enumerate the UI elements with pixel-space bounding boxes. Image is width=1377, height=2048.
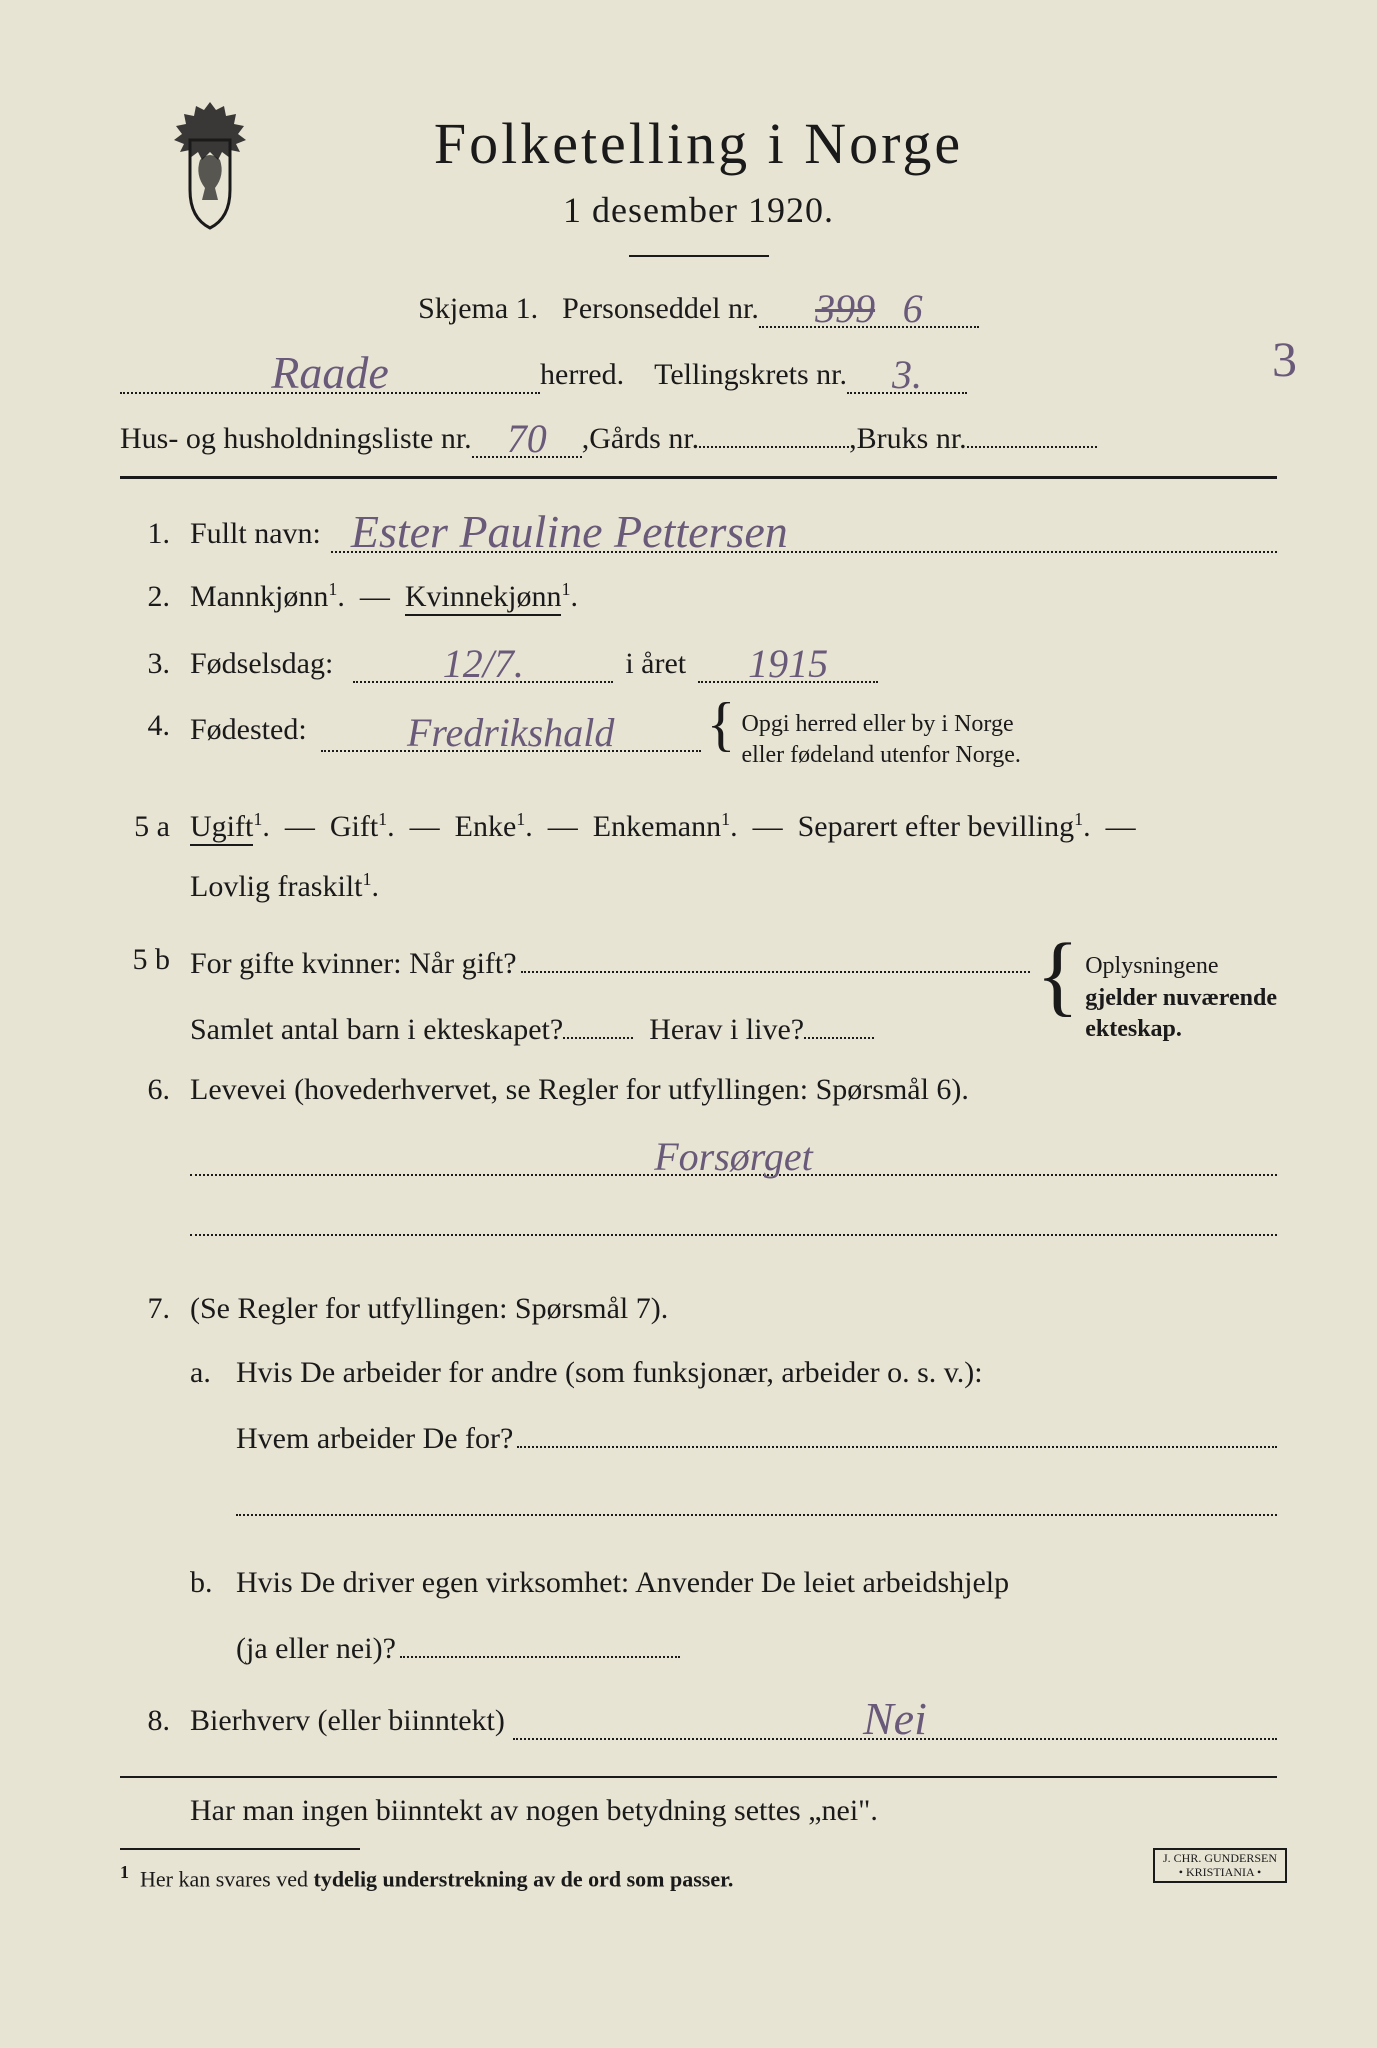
q6-num: 6.	[120, 1073, 190, 1107]
footer-note: Har man ingen biinntekt av nogen betydni…	[190, 1794, 1277, 1828]
printer-l1: J. CHR. GUNDERSEN	[1163, 1851, 1277, 1865]
q1-label: Fullt navn:	[190, 517, 321, 551]
q7a-field	[517, 1418, 1277, 1448]
marginal-number: 3	[1272, 330, 1297, 388]
q7a-text1: Hvis De arbeider for andre (som funksjon…	[236, 1356, 1277, 1390]
q2-num: 2.	[120, 580, 190, 614]
q7-num: 7.	[120, 1292, 190, 1326]
schema-line: Skjema 1. Personseddel nr. 399 6	[120, 285, 1277, 328]
q4-note-l2: eller fødeland utenfor Norge.	[741, 742, 1020, 768]
q3-day: 12/7.	[443, 641, 524, 686]
q5b-l2b: Herav i live?	[649, 1013, 804, 1047]
herred-label: herred.	[540, 358, 624, 392]
q6-blank-line	[190, 1206, 1277, 1236]
footnote-rule	[120, 1848, 360, 1850]
q4-row: 4. Fødested: Fredrikshald { Opgi herred …	[120, 709, 1277, 771]
q2-kvinne: Kvinnekjønn	[405, 580, 562, 616]
q5a-enke: Enke	[455, 810, 517, 843]
q5b-note-l3: ekteskap.	[1085, 1016, 1182, 1042]
printer-mark: J. CHR. GUNDERSEN • KRISTIANIA •	[1153, 1848, 1287, 1882]
q4-num: 4.	[120, 709, 190, 743]
q4-note-l1: Opgi herred eller by i Norge	[741, 711, 1013, 737]
doc-date: 1 desember 1920.	[120, 189, 1277, 231]
q3-row: 3. Fødselsdag: 12/7. i året 1915	[120, 640, 1277, 683]
q3-label: Fødselsdag:	[190, 647, 333, 681]
q1-num: 1.	[120, 517, 190, 551]
personseddel-struck: 399	[815, 286, 875, 331]
q5a-num: 5 a	[120, 810, 190, 844]
husliste-line: Hus- og husholdningsliste nr. 70 , Gårds…	[120, 412, 1277, 458]
footer-rule	[120, 1776, 1277, 1778]
q5b-row: 5 b For gifte kvinner: Når gift? Samlet …	[120, 943, 1277, 1047]
q7b-text1: Hvis De driver egen virksomhet: Anvender…	[236, 1566, 1277, 1600]
herred-line: Raade herred. Tellingskrets nr. 3.	[120, 346, 1277, 394]
q5a-ugift: Ugift	[190, 810, 253, 846]
footnote-num: 1	[120, 1862, 129, 1882]
q5a-lovlig: Lovlig fraskilt	[190, 870, 362, 903]
doc-title: Folketelling i Norge	[120, 110, 1277, 177]
q5b-l2b-field	[804, 1003, 874, 1039]
q8-num: 8.	[120, 1704, 190, 1738]
q8-label: Bierhverv (eller biinntekt)	[190, 1704, 505, 1738]
q5a-enkemann: Enkemann	[593, 810, 721, 843]
q5b-l1-field	[521, 943, 1030, 973]
q5a-row: 5 a Ugift1. — Gift1. — Enke1. — Enkemann…	[120, 797, 1277, 917]
tellingskrets-label: Tellingskrets nr.	[654, 358, 847, 392]
q5b-note-l1: Oplysningene	[1085, 953, 1218, 979]
q3-year: 1915	[748, 641, 828, 686]
q5b-note: Oplysningene gjelder nuværende ekteskap.	[1085, 951, 1277, 1045]
husliste-label: Hus- og husholdningsliste nr.	[120, 422, 472, 456]
bruks-label: Bruks nr.	[857, 422, 967, 456]
q6-value: Forsørget	[654, 1134, 813, 1179]
husliste-value: 70	[507, 416, 547, 461]
q1-row: 1. Fullt navn: Ester Pauline Pettersen	[120, 505, 1277, 553]
q6-label: Levevei (hovederhvervet, se Regler for u…	[190, 1073, 969, 1106]
footnote: 1 Her kan svares ved tydelig understrekn…	[120, 1862, 1277, 1892]
q7b-field	[400, 1628, 680, 1658]
q5a-separert: Separert efter bevilling	[798, 810, 1075, 843]
coat-of-arms	[160, 100, 260, 230]
q2-mann: Mannkjønn	[190, 580, 328, 613]
q5a-gift: Gift	[330, 810, 378, 843]
q5b-l1: For gifte kvinner: Når gift?	[190, 947, 517, 981]
q3-year-label: i året	[625, 647, 686, 681]
q4-label: Fødested:	[190, 709, 307, 747]
q5b-l2-field	[563, 1003, 633, 1039]
q1-value: Ester Pauline Pettersen	[351, 506, 788, 557]
q3-num: 3.	[120, 647, 190, 681]
q8-value: Nei	[863, 1693, 927, 1744]
q2-row: 2. Mannkjønn1. — Kvinnekjønn1.	[120, 579, 1277, 614]
personseddel-label: Personseddel nr.	[562, 292, 759, 326]
q5b-num: 5 b	[120, 943, 190, 977]
q4-note: Opgi herred eller by i Norge eller fødel…	[741, 709, 1020, 771]
q7-row: 7. (Se Regler for utfyllingen: Spørsmål …	[120, 1292, 1277, 1666]
personseddel-value: 6	[903, 286, 923, 331]
gards-label: Gårds nr.	[589, 422, 699, 456]
brace-icon-2: {	[1036, 953, 1079, 998]
printer-l2: • KRISTIANIA •	[1179, 1865, 1261, 1879]
q7b-label: b.	[190, 1566, 236, 1666]
q6-row: 6. Levevei (hovederhvervet, se Regler fo…	[120, 1073, 1277, 1266]
footer-note-row: Har man ingen biinntekt av nogen betydni…	[120, 1794, 1277, 1828]
brace-icon: {	[707, 709, 736, 739]
q4-value: Fredrikshald	[407, 710, 614, 755]
schema-label: Skjema 1.	[418, 292, 538, 326]
q5b-note-l2: gjelder nuværende	[1085, 985, 1277, 1011]
q7a-blank-line	[236, 1486, 1277, 1516]
q7a-text2: Hvem arbeider De for?	[236, 1422, 513, 1456]
q7a-label: a.	[190, 1356, 236, 1546]
herred-value: Raade	[271, 347, 389, 398]
tellingskrets-value: 3.	[892, 352, 922, 397]
q7-label: (Se Regler for utfyllingen: Spørsmål 7).	[190, 1292, 1277, 1326]
q7b-text2: (ja eller nei)?	[236, 1632, 396, 1666]
footnote-text: Her kan svares ved tydelig understreknin…	[140, 1867, 733, 1892]
title-divider	[629, 255, 769, 257]
q8-row: 8. Bierhverv (eller biinntekt) Nei	[120, 1692, 1277, 1740]
header-rule	[120, 476, 1277, 479]
q5b-l2: Samlet antal barn i ekteskapet?	[190, 1013, 563, 1047]
